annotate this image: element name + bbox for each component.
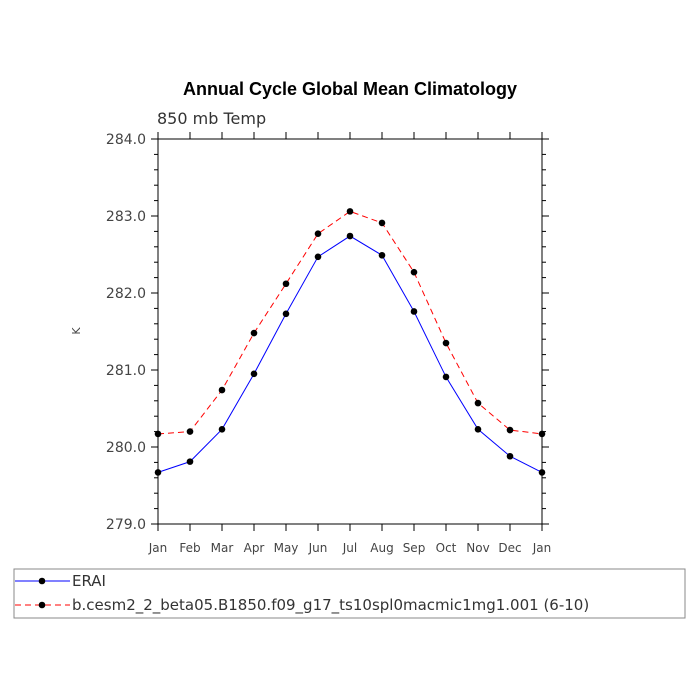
x-tick-labels: Jan Feb Mar Apr May Jun Jul Aug Sep Oct Nov Dec Jan bbox=[148, 541, 552, 555]
legend-label-1: b.cesm2_2_beta05.B1850.f09_g17_ts10spl0m… bbox=[72, 596, 589, 615]
x-tick-label: Dec bbox=[498, 541, 521, 555]
series-line-0 bbox=[157, 235, 543, 473]
x-tick-label: Jun bbox=[308, 541, 328, 555]
series-point-1 bbox=[218, 386, 226, 394]
x-tick-label: May bbox=[274, 541, 299, 555]
series-point-0 bbox=[538, 469, 546, 476]
series-point-1 bbox=[282, 280, 290, 288]
x-tick-label: Sep bbox=[403, 541, 426, 555]
x-tick-label: Feb bbox=[179, 541, 200, 555]
x-tick-label: Mar bbox=[211, 541, 234, 555]
data-series bbox=[154, 208, 546, 476]
y-tick-labels: 279.0 280.0 281.0 282.0 283.0 284.0 bbox=[106, 132, 146, 533]
series-point-0 bbox=[186, 458, 194, 465]
x-tick-label: Apr bbox=[244, 541, 265, 555]
y-tick-label: 281.0 bbox=[106, 363, 146, 379]
x-tick-label: Nov bbox=[466, 541, 489, 555]
series-point-1 bbox=[442, 339, 450, 347]
x-tick-label: Jul bbox=[342, 541, 357, 555]
y-tick-label: 280.0 bbox=[106, 440, 146, 456]
chart-subtitle: 850 mb Temp bbox=[157, 109, 266, 128]
series-point-0 bbox=[314, 253, 322, 261]
legend: ERAI b.cesm2_2_beta05.B1850.f09_g17_ts10s… bbox=[15, 572, 589, 615]
series-point-0 bbox=[154, 469, 162, 476]
series-point-0 bbox=[378, 251, 386, 259]
series-point-1 bbox=[410, 268, 418, 276]
y-tick-label: 284.0 bbox=[106, 132, 146, 148]
series-point-0 bbox=[282, 310, 290, 318]
series-point-0 bbox=[474, 425, 482, 433]
series-point-0 bbox=[506, 452, 514, 460]
legend-marker-1 bbox=[38, 601, 46, 609]
series-point-1 bbox=[250, 329, 258, 337]
y-axis-label: K bbox=[70, 327, 83, 335]
series-point-1 bbox=[154, 430, 162, 438]
x-tick-label: Aug bbox=[370, 541, 393, 555]
legend-label-0: ERAI bbox=[72, 572, 106, 590]
y-tick-label: 279.0 bbox=[106, 517, 146, 533]
plot-axes bbox=[151, 132, 549, 531]
series-point-1 bbox=[346, 208, 354, 215]
series-point-0 bbox=[250, 370, 258, 378]
plot-frame bbox=[157, 138, 543, 525]
x-tick-label: Oct bbox=[436, 541, 457, 555]
series-point-1 bbox=[314, 230, 322, 238]
x-tick-label: Jan bbox=[532, 541, 552, 555]
legend-box bbox=[13, 568, 686, 619]
series-point-1 bbox=[538, 430, 546, 438]
series-point-0 bbox=[442, 373, 450, 381]
series-point-0 bbox=[410, 308, 418, 315]
series-point-1 bbox=[474, 399, 482, 407]
series-point-1 bbox=[506, 426, 514, 434]
y-tick-label: 283.0 bbox=[106, 209, 146, 225]
chart-title: Annual Cycle Global Mean Climatology bbox=[183, 79, 517, 99]
series-line-1 bbox=[157, 210, 543, 435]
x-tick-label: Jan bbox=[148, 541, 168, 555]
series-point-1 bbox=[378, 219, 386, 227]
series-point-1 bbox=[186, 428, 194, 435]
series-point-0 bbox=[346, 232, 354, 240]
series-point-0 bbox=[218, 425, 226, 433]
legend-marker-0 bbox=[38, 577, 46, 585]
y-tick-label: 282.0 bbox=[106, 286, 146, 302]
